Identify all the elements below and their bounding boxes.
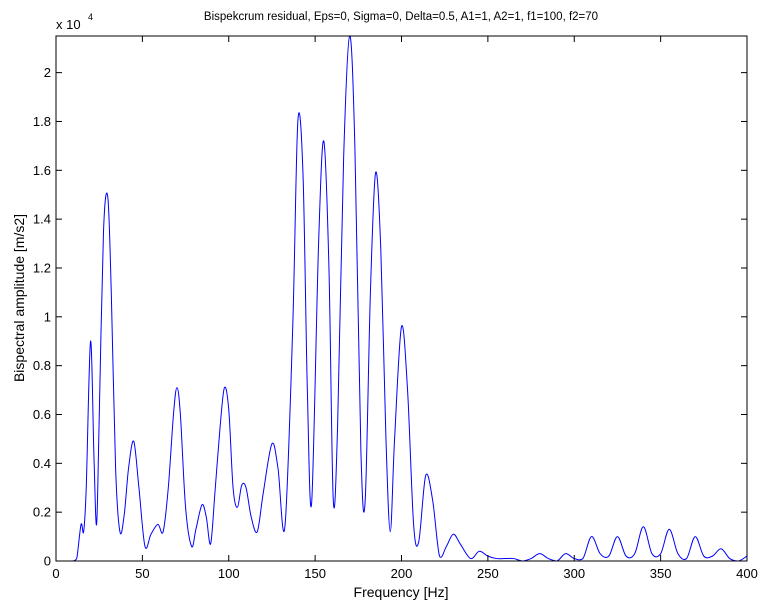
y-tick-label: 0.4	[33, 456, 51, 471]
x-tick-label: 150	[304, 566, 326, 581]
x-tick-label: 400	[736, 566, 758, 581]
series-line	[72, 35, 748, 562]
plot-area	[56, 36, 747, 561]
chart-title: Bispekcrum residual, Eps=0, Sigma=0, Del…	[204, 11, 598, 23]
x-tick-label: 300	[563, 566, 585, 581]
y-axis-exponent-base: x 10	[56, 17, 81, 32]
y-axis-exponent-power: 4	[88, 12, 93, 22]
x-tick-label: 350	[650, 566, 672, 581]
x-tick-label: 100	[218, 566, 240, 581]
y-tick-label: 1.8	[33, 114, 51, 129]
y-tick-label: 1	[44, 309, 51, 324]
x-axis-ticks: 0 50 100 150 200 250 300 350 400	[52, 36, 758, 581]
y-tick-label: 0.2	[33, 505, 51, 520]
x-tick-label: 250	[477, 566, 499, 581]
y-tick-label: 1.2	[33, 260, 51, 275]
y-axis-label: Bispectral amplitude [m/s2]	[11, 214, 27, 382]
y-tick-label: 1.6	[33, 163, 51, 178]
y-tick-label: 0.6	[33, 407, 51, 422]
y-tick-label: 2	[44, 65, 51, 80]
x-tick-label: 50	[135, 566, 149, 581]
x-tick-label: 0	[52, 566, 59, 581]
x-tick-label: 200	[391, 566, 413, 581]
series-layer	[72, 35, 748, 562]
y-tick-label: 1.4	[33, 212, 51, 227]
y-tick-label: 0.8	[33, 358, 51, 373]
y-tick-label: 0	[44, 554, 51, 569]
x-axis-label: Frequency [Hz]	[354, 584, 449, 600]
y-axis-ticks: 0 0.2 0.4 0.6 0.8 1 1.2 1.4 1.6 1.8 2	[33, 65, 747, 569]
